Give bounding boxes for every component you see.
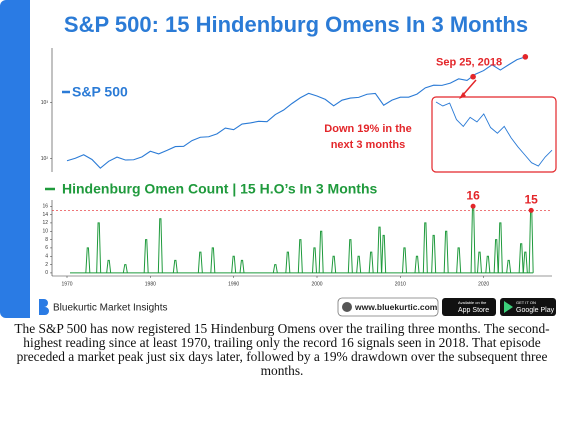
badge-small: Available on the: [458, 300, 487, 305]
website-box[interactable]: [337, 297, 439, 317]
y-tick-label: 10²: [41, 156, 49, 162]
side-bar: [0, 0, 36, 318]
title: S&P 500: 15 Hindenburg Omens In 3 Months: [64, 12, 528, 37]
legend-label: S&P 500: [72, 84, 128, 100]
play-icon: [504, 301, 513, 313]
spike: [272, 264, 278, 273]
x-tick-label: 2020: [478, 281, 489, 287]
brand: Bluekurtic Market Insights: [53, 303, 168, 314]
spike: [197, 251, 203, 273]
spike: [402, 247, 407, 273]
spike: [312, 247, 317, 273]
x-tick-label: 1980: [145, 281, 156, 287]
app-store-badge[interactable]: [442, 298, 496, 316]
annotation: Sep 25, 2018: [436, 57, 502, 69]
peak-dot: [470, 203, 476, 209]
y-tick-label: 12: [42, 220, 48, 226]
spike: [377, 226, 382, 273]
x-tick-label: 1970: [61, 281, 72, 287]
spike: [518, 243, 524, 273]
peak-label: 16: [466, 188, 480, 202]
x-tick-label: 2010: [395, 281, 406, 287]
google-play-badge[interactable]: [500, 298, 556, 316]
spike: [122, 264, 128, 273]
badge-small: GET IT ON: [516, 300, 536, 305]
spike: [297, 239, 303, 273]
spike: [422, 222, 428, 273]
badge-large: Google Play: [516, 307, 555, 314]
highlight-dot: [470, 73, 476, 80]
spike: [485, 255, 491, 273]
y-tick-label: 0: [45, 270, 48, 276]
spike: [172, 259, 178, 273]
peak-label: 15: [524, 193, 538, 207]
y-tick-label: 8: [45, 237, 48, 243]
spike: [506, 259, 512, 273]
spike: [414, 255, 420, 273]
spike: [443, 230, 449, 273]
y-tick-label: 10: [42, 229, 48, 235]
x-tick-label: 1990: [228, 281, 239, 287]
inset-note: next 3 months: [331, 139, 406, 151]
spike: [96, 222, 102, 273]
x-tick-label: 2000: [311, 281, 322, 287]
legend-label: Hindenburg Omen Count | 15 H.O’s In 3 Mo…: [62, 181, 378, 197]
spike: [456, 247, 462, 273]
spike: [85, 247, 91, 273]
price-line: [66, 56, 526, 169]
spike: [381, 234, 387, 273]
arrow-head: [459, 92, 466, 99]
spike: [522, 251, 528, 273]
spike: [210, 247, 216, 273]
inset-line: [435, 101, 553, 167]
spike: [318, 230, 324, 273]
spike: [231, 255, 237, 273]
spike: [497, 222, 503, 273]
spike: [368, 251, 374, 273]
spike: [285, 251, 291, 273]
y-tick-label: 16: [42, 204, 48, 210]
spike: [239, 259, 245, 273]
y-tick-label: 10³: [41, 100, 49, 106]
spike: [106, 259, 112, 273]
globe-icon: [342, 302, 352, 312]
y-tick-label: 4: [45, 254, 48, 260]
peak-dot: [528, 207, 534, 213]
y-tick-label: 2: [45, 262, 48, 268]
y-tick-label: 14: [42, 212, 48, 218]
arrow: [461, 79, 477, 97]
caption: The S&P 500 has now registered 15 Hinden…: [14, 321, 550, 378]
y-tick-label: 6: [45, 245, 48, 251]
spike: [331, 255, 337, 273]
logo: [39, 299, 49, 315]
spike: [477, 251, 482, 273]
spike: [356, 255, 362, 273]
spike: [493, 239, 499, 273]
infographic: S&P 500: 15 Hindenburg Omens In 3 Months…: [0, 0, 557, 318]
website[interactable]: www.bluekurtic.com: [354, 302, 438, 312]
inset-box: [431, 96, 557, 173]
spike: [347, 239, 353, 273]
inset-note: Down 19% in the: [324, 123, 411, 135]
spike: [143, 239, 149, 273]
badge-large: App Store: [458, 307, 489, 314]
spike: [157, 218, 163, 273]
end-dot: [522, 54, 529, 60]
spike: [431, 234, 437, 273]
